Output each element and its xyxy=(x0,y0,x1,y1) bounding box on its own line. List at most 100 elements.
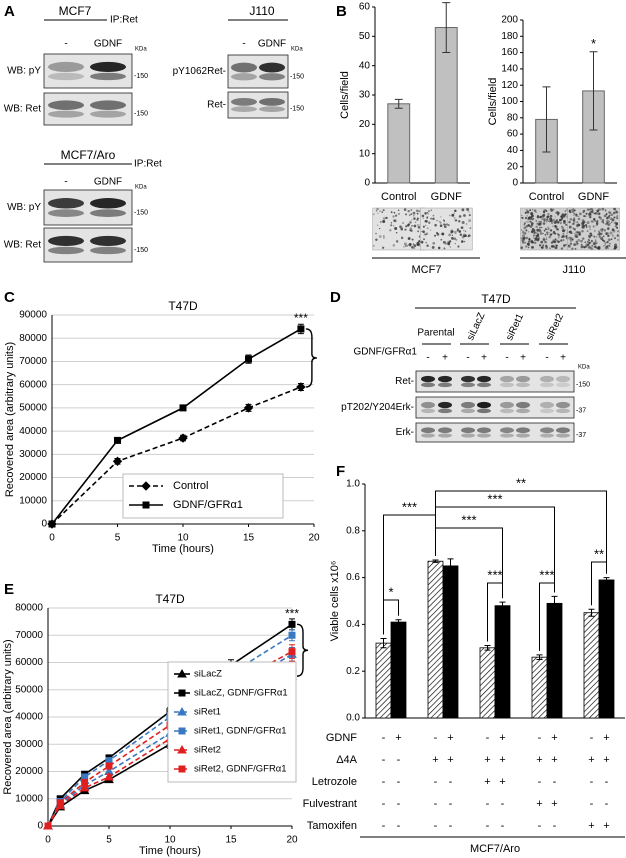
condition-label: Δ4A xyxy=(336,754,357,766)
y-tick-label: 160 xyxy=(501,47,518,58)
blot-band xyxy=(461,382,475,388)
data-point xyxy=(179,404,187,412)
cell xyxy=(581,226,584,229)
cell xyxy=(525,209,529,212)
blot-band xyxy=(500,433,514,438)
blot-band xyxy=(90,198,126,209)
cell xyxy=(543,229,546,232)
cell xyxy=(549,233,553,236)
cell xyxy=(572,220,576,224)
cell xyxy=(536,233,540,237)
blot-band xyxy=(90,72,126,81)
blot-strip xyxy=(415,422,575,443)
cell xyxy=(547,226,550,229)
cell xyxy=(531,208,534,211)
blot-band xyxy=(90,246,126,255)
cell xyxy=(578,215,580,217)
cell xyxy=(560,247,564,250)
bar xyxy=(390,621,407,719)
cell xyxy=(607,244,610,247)
lane-label: GDNF xyxy=(94,39,122,50)
condition-sign: - xyxy=(538,776,542,788)
y-tick-label: 10000 xyxy=(19,495,47,506)
blot-band xyxy=(516,375,530,383)
cell xyxy=(597,208,601,212)
blot-band xyxy=(48,72,84,81)
cell xyxy=(411,224,413,227)
cell xyxy=(578,233,581,235)
error-bar xyxy=(484,644,491,651)
condition-sign: - xyxy=(449,798,453,810)
error-bar xyxy=(499,601,506,610)
y-tick-label: 0 xyxy=(37,821,43,832)
cell xyxy=(451,213,455,217)
lane-label: GDNF xyxy=(258,39,286,50)
data-point xyxy=(105,762,113,770)
cell xyxy=(467,234,471,237)
cell xyxy=(567,244,571,248)
significance: *** xyxy=(487,491,502,506)
significance-bracket xyxy=(487,582,503,642)
cell xyxy=(596,222,598,225)
cell xyxy=(524,232,527,235)
cell xyxy=(425,232,429,235)
blot-band xyxy=(48,209,84,217)
cell xyxy=(546,215,550,219)
cell xyxy=(554,224,557,228)
cell xyxy=(461,236,465,239)
data-point xyxy=(288,620,296,628)
blot-band xyxy=(461,375,475,383)
cell xyxy=(527,224,530,227)
legend-marker xyxy=(178,765,186,773)
cell xyxy=(565,235,568,238)
cell xyxy=(531,246,534,249)
condition-sign: + xyxy=(588,754,594,766)
cell xyxy=(455,238,458,241)
blot-band xyxy=(438,382,452,388)
x-tick-label: 5 xyxy=(106,835,112,846)
cell xyxy=(375,238,378,242)
size-marker: -150 xyxy=(290,106,304,113)
cell xyxy=(453,217,456,219)
cell xyxy=(605,212,608,215)
condition-sign: - xyxy=(590,732,594,744)
condition-sign: - xyxy=(590,776,594,788)
cell xyxy=(609,231,613,235)
cell xyxy=(552,208,555,211)
cell xyxy=(376,224,379,227)
cell xyxy=(410,229,413,232)
cell xyxy=(564,210,567,212)
cell xyxy=(425,224,427,227)
x-tick-label: 20 xyxy=(308,533,320,544)
cell xyxy=(609,217,613,221)
bar xyxy=(387,103,411,184)
cell xyxy=(574,235,576,237)
cell xyxy=(601,207,605,211)
cell xyxy=(382,219,386,223)
cell xyxy=(592,242,596,246)
lane-label: GDNF xyxy=(94,177,122,188)
data-point xyxy=(48,520,56,528)
blot-band xyxy=(516,427,530,434)
cell xyxy=(593,217,596,221)
x-axis-label: Time (hours) xyxy=(139,845,201,857)
cell xyxy=(439,224,443,228)
blot-band xyxy=(48,61,84,73)
cell xyxy=(522,234,526,238)
cell xyxy=(382,217,386,220)
cell xyxy=(399,225,402,229)
cell xyxy=(540,246,543,249)
cell xyxy=(422,225,425,228)
cell xyxy=(577,233,580,236)
blot-band xyxy=(556,382,570,388)
cell xyxy=(575,233,577,236)
condition-sign: + xyxy=(603,732,609,744)
cell xyxy=(549,214,553,218)
y-tick-label: 180 xyxy=(501,31,518,42)
error-bar xyxy=(536,654,543,660)
data-point xyxy=(79,782,90,792)
cell xyxy=(528,225,531,228)
blot-band xyxy=(90,61,126,73)
cell xyxy=(398,213,400,215)
error-bar xyxy=(395,619,402,625)
